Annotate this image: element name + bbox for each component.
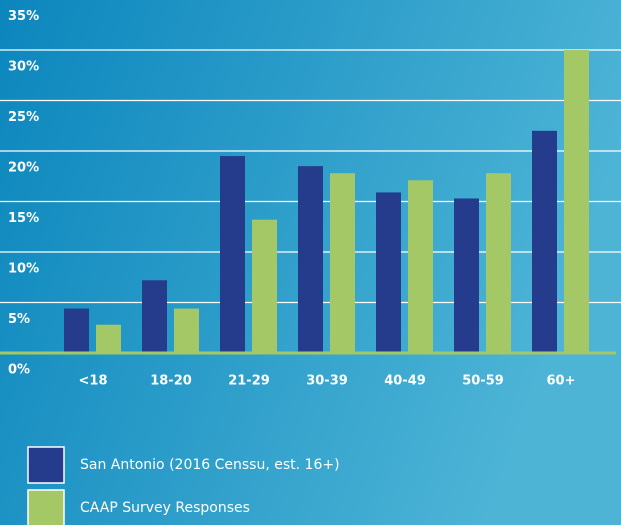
bar (298, 166, 323, 353)
x-tick-label: 50-59 (462, 374, 504, 389)
y-tick-label: 20% (8, 161, 39, 176)
y-tick-label: 15% (8, 211, 39, 226)
bar (174, 308, 199, 353)
x-tick-label: 21-29 (228, 374, 270, 389)
legend-label: San Antonio (2016 Censsu, est. 16+) (80, 457, 340, 473)
x-tick-label: 30-39 (306, 374, 348, 389)
y-tick-label: 25% (8, 110, 39, 125)
bar (142, 280, 167, 353)
legend-swatch (27, 489, 65, 525)
bar (486, 173, 511, 353)
bar (64, 308, 89, 353)
legend-label: CAAP Survey Responses (80, 500, 250, 516)
x-tick-label: 60+ (547, 374, 576, 389)
bar (96, 324, 121, 353)
y-tick-label: 35% (8, 9, 39, 24)
bar (408, 180, 433, 353)
bar (252, 219, 277, 353)
y-tick-label: 10% (8, 262, 39, 277)
y-tick-label: 5% (8, 312, 30, 327)
y-tick-label: 0% (8, 363, 30, 378)
x-tick-label: 40-49 (384, 374, 426, 389)
bar (376, 192, 401, 353)
bar (532, 130, 557, 353)
x-tick-label: <18 (79, 374, 108, 389)
bar (330, 173, 355, 353)
x-tick-label: 18-20 (150, 374, 192, 389)
bar (220, 156, 245, 353)
bar (564, 50, 589, 353)
bar (454, 198, 479, 353)
legend-swatch (27, 446, 65, 484)
y-tick-label: 30% (8, 60, 39, 75)
